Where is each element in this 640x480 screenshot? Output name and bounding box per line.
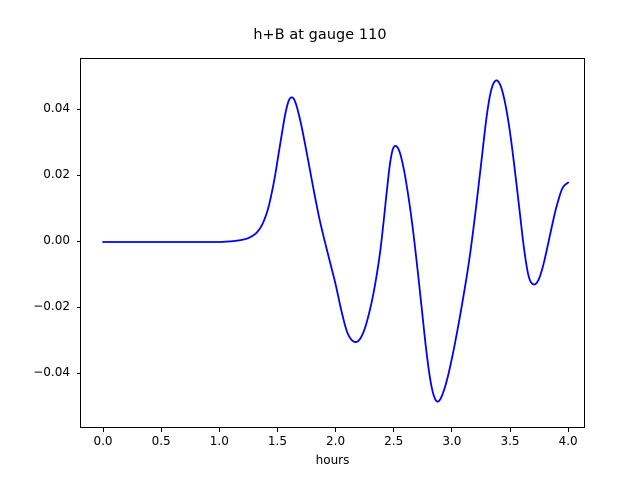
x-tick-mark [393,428,395,432]
y-tick-mark [76,108,80,110]
y-tick-label: 0.02 [43,167,70,182]
x-tick-mark [335,428,337,432]
x-tick-mark [567,428,569,432]
y-tick-mark [76,174,80,176]
x-tick-mark [451,428,453,432]
x-tick-label: 4.0 [558,434,578,448]
y-tick-label: 0.04 [43,101,70,116]
x-tick-label: 1.0 [209,434,229,448]
plot-axes-frame [80,58,585,428]
x-tick-label: 3.0 [442,434,462,448]
y-tick-label: −0.02 [33,299,70,314]
y-tick-label: 0.00 [43,233,70,248]
x-axis-label: hours [315,453,350,467]
x-tick-mark [102,428,104,432]
x-tick-mark [276,428,279,432]
y-tick-mark [76,306,80,308]
x-tick-label: 2.5 [384,434,404,448]
x-tick-mark [509,428,511,432]
x-tick-mark [160,428,162,432]
y-tick-mark [76,372,80,375]
page-title: h+B at gauge 110 [253,27,387,43]
x-tick-label: 2.0 [326,434,346,448]
x-tick-label: 3.5 [500,434,520,448]
x-tick-label: 1.5 [267,434,287,448]
y-tick-label: −0.04 [33,365,70,380]
x-tick-label: 0.0 [93,434,113,448]
y-tick-mark [76,240,80,242]
x-tick-label: 0.5 [151,434,171,448]
x-tick-mark [218,428,220,432]
